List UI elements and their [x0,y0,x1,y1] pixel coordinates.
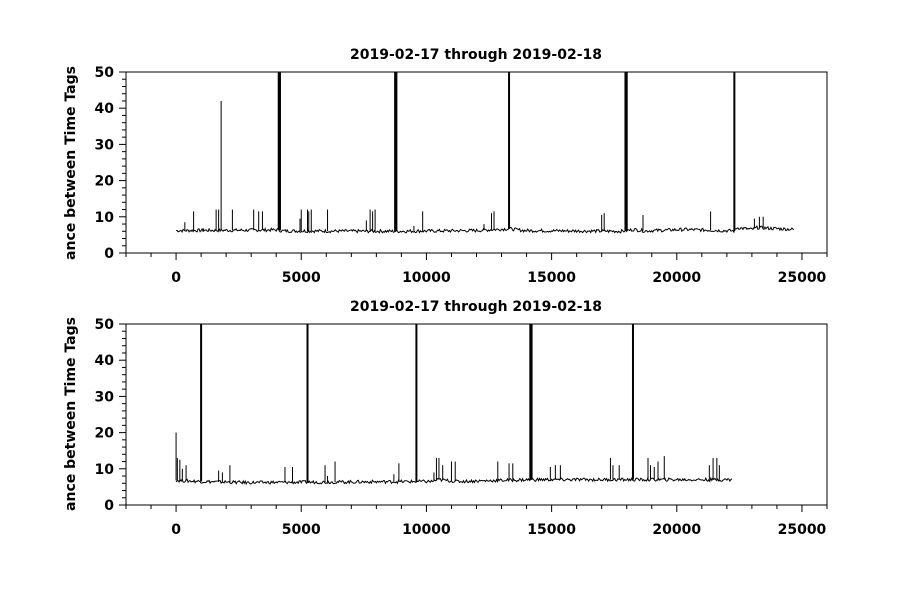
bottom-x-tick-label: 5000 [282,522,321,538]
bottom-x-axis: 0 5000 10000 15000 20000 25000 [125,505,828,538]
top-plot-frame [125,71,828,254]
bottom-plot-frame [125,323,828,506]
bottom-y-axis-label: ance between Time Tags [63,317,79,511]
top-y-tick-label: 40 [95,101,115,117]
top-plot-area [176,72,795,234]
top-y-axis-label: ance between Time Tags [63,66,79,260]
top-x-tick-label: 0 [171,270,181,286]
bottom-x-tick-label: 20000 [652,522,701,538]
top-x-tick-label: 25000 [778,270,827,286]
top-x-tick-label: 5000 [282,270,321,286]
bottom-chart-title: 2019-02-17 through 2019-02-18 [350,299,602,315]
bottom-panel: 2019-02-17 through 2019-02-18 ance betwe… [63,299,828,538]
top-y-tick-label: 20 [95,174,115,190]
top-y-axis: 0 10 20 30 40 50 [95,65,126,262]
bottom-y-axis: 0 10 20 30 40 50 [95,317,126,514]
top-y-tick-label: 0 [104,246,114,262]
bottom-y-tick-label: 0 [104,498,114,514]
top-series-line [176,225,795,234]
bottom-series-line [175,476,733,486]
top-y-tick-label: 50 [95,65,115,81]
bottom-x-tick-label: 0 [171,522,181,538]
top-x-tick-label: 10000 [402,270,451,286]
bottom-y-tick-label: 50 [95,317,115,333]
top-x-tick-label: 20000 [652,270,701,286]
top-x-axis: 0 5000 10000 15000 20000 25000 [125,253,828,286]
bottom-x-tick-label: 15000 [527,522,576,538]
bottom-plot-area [175,324,733,486]
bottom-y-tick-label: 20 [95,426,115,442]
top-y-tick-label: 10 [95,210,115,226]
top-chart-title: 2019-02-17 through 2019-02-18 [350,47,602,63]
top-y-tick-label: 30 [95,137,115,153]
bottom-y-tick-label: 30 [95,389,115,405]
bottom-x-tick-label: 10000 [402,522,451,538]
top-panel: 2019-02-17 through 2019-02-18 ance betwe… [63,47,828,286]
top-x-tick-label: 15000 [527,270,576,286]
bottom-y-tick-label: 10 [95,462,115,478]
bottom-x-tick-label: 25000 [778,522,827,538]
bottom-y-tick-label: 40 [95,353,115,369]
